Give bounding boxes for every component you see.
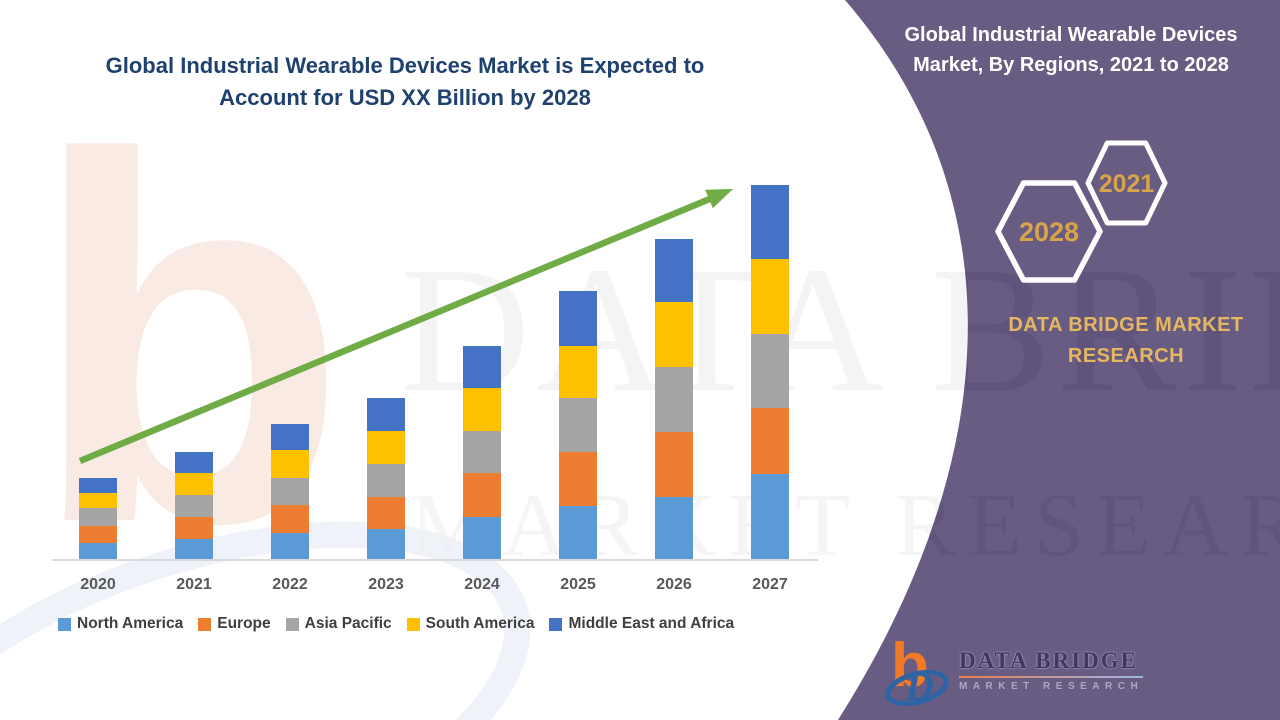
logo-d-glyph: D (904, 664, 934, 706)
footer-logo: b D DATA BRIDGE MARKET RESEARCH (883, 634, 1144, 706)
legend-item-europe: Europe (198, 615, 271, 633)
x-tick-2021: 2021 (176, 576, 212, 593)
trend-arrow (78, 189, 733, 465)
bar-2023 (367, 398, 405, 559)
segment-middle-east-and-africa-2026 (655, 239, 693, 302)
chart-legend: North America Europe Asia Pacific South Ame… (58, 615, 734, 633)
segment-middle-east-and-africa-2021 (175, 452, 213, 473)
x-tick-2024: 2024 (464, 576, 500, 593)
x-tick-2027: 2027 (752, 576, 788, 593)
brand-text: DATA BRIDGE MARKET RESEARCH (1008, 314, 1244, 367)
segment-europe-2022 (271, 505, 309, 533)
segment-europe-2021 (175, 517, 213, 539)
trend-arrow-head (705, 189, 733, 209)
logo-divider (959, 676, 1144, 678)
watermark-swoosh-ellipse (0, 521, 531, 720)
plot-area (52, 170, 818, 561)
segment-south-america-2021 (175, 473, 213, 495)
logo-subtitle: MARKET RESEARCH (959, 681, 1144, 692)
x-axis-labels: 2020 2021 2022 2023 2024 2025 2026 2027 (0, 576, 860, 598)
segment-asia-pacific-2020 (79, 508, 117, 526)
segment-south-america-2023 (367, 431, 405, 464)
logo-name: DATA BRIDGE (959, 648, 1138, 673)
x-tick-2022: 2022 (272, 576, 308, 593)
x-tick-2020: 2020 (80, 576, 116, 593)
segment-south-america-2020 (79, 493, 117, 508)
legend-label: Europe (217, 615, 271, 632)
segment-europe-2025 (559, 452, 597, 506)
chart-title: Global Industrial Wearable Devices Marke… (105, 53, 705, 110)
bar-2021 (175, 452, 213, 559)
segment-north-america-2026 (655, 497, 693, 559)
segment-south-america-2024 (463, 388, 501, 431)
bar-2025 (559, 291, 597, 559)
segment-asia-pacific-2027 (751, 334, 789, 408)
segment-north-america-2022 (271, 533, 309, 559)
legend-swatch (198, 617, 212, 631)
legend-label: North America (77, 615, 184, 632)
segment-middle-east-and-africa-2024 (463, 346, 501, 388)
segment-north-america-2021 (175, 539, 213, 559)
segment-middle-east-and-africa-2025 (559, 291, 597, 346)
logo-swoosh (885, 669, 949, 706)
legend-item-north-america: North America (58, 615, 183, 633)
legend-item-middle-east-and-africa: Middle East and Africa (549, 615, 734, 633)
segment-europe-2023 (367, 497, 405, 529)
segment-north-america-2025 (559, 506, 597, 559)
legend-item-south-america: South America (406, 615, 535, 633)
x-tick-2026: 2026 (656, 576, 692, 593)
legend-item-asia-pacific: Asia Pacific (285, 615, 392, 633)
legend-swatch (549, 617, 563, 631)
segment-asia-pacific-2024 (463, 431, 501, 473)
x-tick-2023: 2023 (368, 576, 404, 593)
segment-asia-pacific-2021 (175, 495, 213, 517)
segment-middle-east-and-africa-2027 (751, 185, 789, 259)
segment-north-america-2024 (463, 517, 501, 559)
segment-asia-pacific-2026 (655, 367, 693, 432)
segment-asia-pacific-2025 (559, 398, 597, 452)
segment-asia-pacific-2023 (367, 464, 405, 497)
segment-north-america-2020 (79, 543, 117, 559)
legend-label: South America (425, 615, 535, 632)
year-hexagons: 2021 2028 (995, 140, 1168, 283)
segment-north-america-2023 (367, 529, 405, 559)
bar-2022 (271, 424, 309, 559)
segment-europe-2020 (79, 526, 117, 543)
bar-2024 (463, 346, 501, 559)
legend-swatch (285, 617, 299, 631)
legend-label: Middle East and Africa (568, 615, 735, 632)
segment-middle-east-and-africa-2020 (79, 478, 117, 493)
x-tick-2025: 2025 (560, 576, 596, 593)
segment-europe-2024 (463, 473, 501, 517)
bar-2027 (751, 185, 789, 559)
hexagon-2021-label: 2021 (1099, 170, 1155, 198)
hexagon-2021 (1085, 140, 1168, 226)
segment-north-america-2027 (751, 474, 789, 559)
panel-title: Global Industrial Wearable Devices Marke… (904, 24, 1238, 76)
segment-europe-2027 (751, 408, 789, 474)
purple-panel-shape (838, 0, 1280, 720)
segment-europe-2026 (655, 432, 693, 497)
segment-south-america-2025 (559, 346, 597, 398)
segment-south-america-2022 (271, 450, 309, 478)
bar-2020 (79, 478, 117, 559)
logo-text-block: DATA BRIDGE MARKET RESEARCH (959, 648, 1144, 692)
bar-2026 (655, 239, 693, 559)
hexagon-2028-label: 2028 (1019, 217, 1079, 247)
hexagon-2028 (995, 180, 1103, 283)
legend-swatch (406, 617, 420, 631)
segment-south-america-2026 (655, 302, 693, 367)
legend-swatch (58, 617, 71, 631)
logo-b-glyph: b (891, 634, 929, 700)
segment-middle-east-and-africa-2022 (271, 424, 309, 450)
segment-south-america-2027 (751, 259, 789, 334)
segment-middle-east-and-africa-2023 (367, 398, 405, 431)
logo-mark: b D (885, 634, 949, 706)
segment-asia-pacific-2022 (271, 478, 309, 505)
legend-label: Asia Pacific (304, 615, 392, 632)
